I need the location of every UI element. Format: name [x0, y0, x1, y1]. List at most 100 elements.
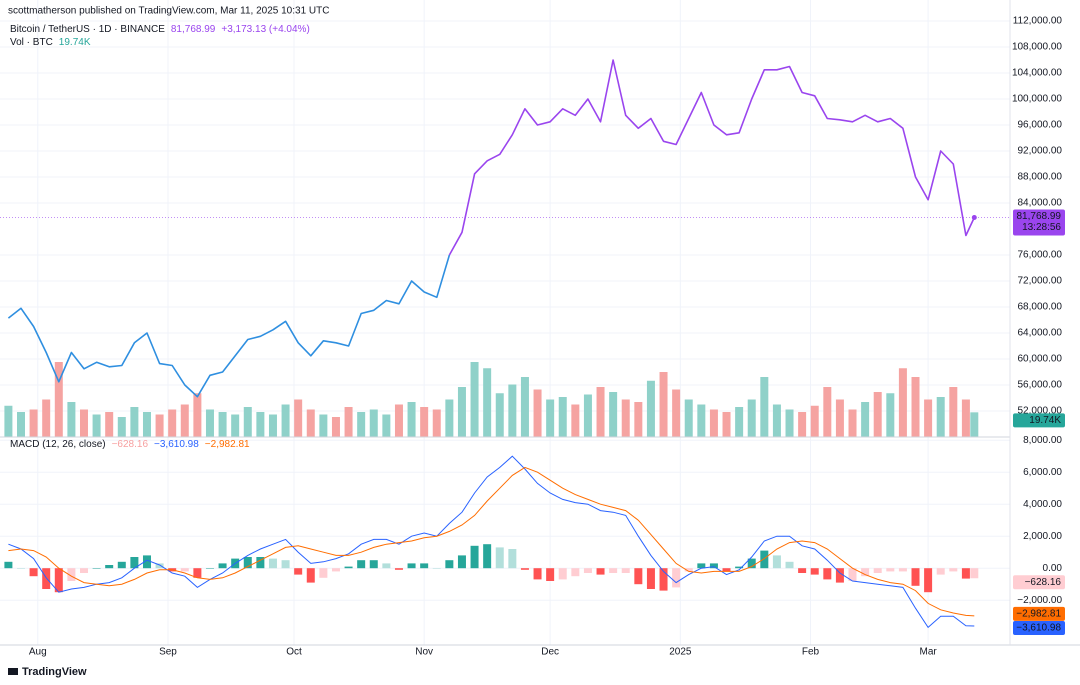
y-tick-label: 96,000.00	[1018, 120, 1063, 131]
volume-bar	[735, 407, 744, 437]
histogram-bar	[961, 568, 970, 579]
volume-bar	[180, 404, 189, 437]
volume-bar	[898, 368, 907, 437]
histogram-bar	[420, 563, 429, 569]
volume-bar	[394, 404, 403, 437]
symbol: Bitcoin / TetherUS · 1D · BINANCE	[10, 24, 165, 35]
macd-badge-bg	[1013, 620, 1065, 635]
y-tick-label: 68,000.00	[1018, 302, 1063, 313]
histogram-badge-bg	[1013, 575, 1065, 590]
histogram-bar	[848, 568, 857, 581]
histogram-bar	[898, 568, 907, 572]
histogram-bar	[911, 568, 920, 586]
volume-legend: Vol · BTC 19.74K	[10, 37, 91, 48]
histogram-bar	[29, 568, 38, 577]
volume-bar	[105, 412, 114, 437]
volume-bar	[142, 412, 151, 437]
y-tick-label: 2,000.00	[1023, 531, 1062, 542]
y-tick-label: 100,000.00	[1012, 94, 1062, 105]
last-price-dot	[971, 215, 977, 221]
histogram-bar	[760, 550, 769, 569]
footer-logo: TradingView	[8, 666, 87, 678]
volume-bar	[873, 392, 882, 437]
volume-bar	[42, 399, 51, 437]
volume-bar	[609, 392, 618, 437]
volume-bar	[445, 399, 454, 437]
volume-bar	[936, 397, 945, 437]
volume-bar	[646, 380, 655, 437]
histogram-bar	[42, 568, 51, 589]
histogram-bar	[193, 568, 202, 578]
signal-last: −2,982.81	[205, 439, 250, 450]
volume-bar	[533, 389, 542, 437]
histogram-bar	[432, 568, 441, 569]
volume-bar	[319, 414, 328, 437]
volume-bar	[772, 404, 781, 437]
histogram-bar	[79, 568, 88, 573]
histogram-bar	[4, 561, 13, 569]
volume-bar	[970, 412, 979, 437]
histogram-bar	[483, 544, 492, 569]
histogram-bar	[798, 568, 807, 573]
volume-bar	[470, 362, 479, 437]
volume-bar	[810, 405, 819, 437]
volume-bar	[168, 409, 177, 437]
volume-bar	[432, 409, 441, 437]
macd-last: −3,610.98	[154, 439, 199, 450]
histogram-bar	[130, 557, 139, 569]
histogram-bar	[684, 568, 693, 572]
volume-bar	[16, 412, 25, 437]
histogram-bar	[672, 568, 681, 588]
histogram-bar	[583, 568, 592, 573]
histogram-bar	[268, 558, 277, 569]
y-tick-label: 56,000.00	[1018, 380, 1063, 391]
histogram-bar	[873, 568, 882, 573]
histogram-bar	[495, 547, 504, 569]
histogram-bar	[546, 568, 555, 581]
histogram-bar	[886, 568, 895, 572]
volume-bar	[218, 412, 227, 437]
x-tick-label: Nov	[415, 647, 433, 658]
histogram-bar	[243, 557, 252, 569]
histogram-bar	[621, 568, 630, 573]
x-tick-label: Feb	[802, 647, 820, 658]
volume-bar	[369, 409, 378, 437]
histogram-bar	[785, 561, 794, 569]
histogram-bar	[634, 568, 643, 585]
histogram-bar	[357, 560, 366, 569]
y-tick-label: 88,000.00	[1018, 172, 1063, 183]
histogram-bar	[67, 568, 76, 581]
countdown-badge: 13:28:56	[1022, 222, 1061, 233]
volume-bar	[508, 384, 517, 437]
histogram-bar	[924, 568, 933, 593]
macd-line	[8, 455, 975, 629]
volume-bar	[961, 399, 970, 437]
volume-bar	[256, 412, 265, 437]
volume-last: 19.74K	[59, 37, 91, 48]
y-tick-label: 0.00	[1043, 563, 1063, 574]
volume-bar	[420, 407, 429, 437]
histogram-bar	[949, 568, 958, 572]
histogram-bar	[155, 563, 164, 569]
histogram-bar	[331, 568, 340, 572]
volume-badge: 19.74K	[1029, 415, 1061, 426]
volume-bar	[155, 414, 164, 437]
volume-bar	[886, 393, 895, 437]
volume-badge-bg	[1013, 413, 1065, 428]
volume-bar	[29, 409, 38, 437]
volume-label: Vol · BTC	[10, 37, 53, 48]
histogram-bar	[369, 560, 378, 569]
volume-bar	[684, 399, 693, 437]
histogram-bar	[306, 568, 315, 583]
symbol-legend: Bitcoin / TetherUS · 1D · BINANCE 81,768.…	[10, 24, 310, 35]
volume-bar	[785, 409, 794, 437]
macd-legend: MACD (12, 26, close) −628.16 −3,610.98 −2,9…	[10, 439, 250, 450]
histogram-last: −628.16	[112, 439, 149, 450]
signal-badge-bg	[1013, 606, 1065, 621]
y-tick-label: 4,000.00	[1023, 499, 1062, 510]
histogram-bar	[92, 568, 101, 569]
y-tick-label: 8,000.00	[1023, 435, 1062, 446]
y-tick-label: 108,000.00	[1012, 42, 1062, 53]
y-tick-label: 72,000.00	[1018, 276, 1063, 287]
